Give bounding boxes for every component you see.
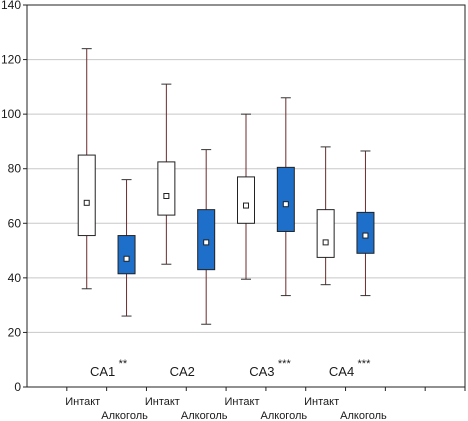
x-category-label: Алкоголь: [261, 410, 308, 421]
x-category-label: Алкоголь: [181, 410, 228, 421]
x-category-label: Алкоголь: [340, 410, 387, 421]
box-ca3-alcohol: [276, 97, 295, 297]
group-label: CA3: [249, 364, 274, 379]
y-tick-label: 60: [8, 216, 22, 230]
box-ca1-alcohol: [117, 179, 136, 317]
mean-marker: [282, 201, 289, 208]
box-ca2-intact: [157, 83, 176, 265]
box-body: [237, 176, 255, 224]
box-body: [316, 209, 335, 258]
plot-frame: [26, 4, 466, 388]
box-ca4-intact: [316, 146, 335, 286]
mean-marker: [203, 239, 210, 246]
group-label: CA2: [170, 364, 195, 379]
box-body: [157, 161, 176, 216]
x-category-label: Интакт: [145, 396, 180, 408]
x-category-label: Интакт: [304, 396, 339, 408]
axes: [23, 4, 466, 391]
group-label: CA4: [329, 364, 354, 379]
mean-marker: [322, 239, 329, 246]
y-tick-label: 0: [14, 380, 21, 394]
box-body: [77, 154, 96, 237]
significance-marker: ***: [358, 358, 372, 370]
mean-marker: [163, 193, 170, 199]
mean-marker: [83, 199, 90, 206]
box-ca2-alcohol: [197, 149, 216, 325]
y-tick-label: 100: [1, 107, 21, 121]
x-category-label: Интакт: [65, 396, 100, 408]
mean-marker: [123, 255, 130, 262]
x-category-label: Интакт: [225, 396, 260, 408]
mean-marker: [243, 202, 249, 209]
y-tick-label: 20: [8, 325, 22, 339]
labels: 020406080100120140ИнтактАлкогольИнтактАл…: [1, 0, 387, 421]
box-body: [276, 166, 295, 232]
significance-marker: **: [119, 358, 128, 370]
group-label: CA1: [90, 364, 115, 379]
y-tick-label: 40: [8, 271, 22, 285]
mean-marker: [362, 232, 369, 239]
box-ca4-alcohol: [356, 150, 375, 297]
box-ca1-intact: [77, 48, 96, 290]
x-category-label: Алкоголь: [101, 410, 148, 421]
box-body: [117, 235, 136, 275]
y-tick-label: 120: [1, 53, 21, 67]
box-ca3-intact: [237, 113, 255, 280]
y-tick-label: 140: [1, 0, 21, 12]
significance-marker: ***: [278, 358, 292, 370]
y-tick-label: 80: [8, 162, 22, 176]
boxes: [77, 48, 375, 325]
